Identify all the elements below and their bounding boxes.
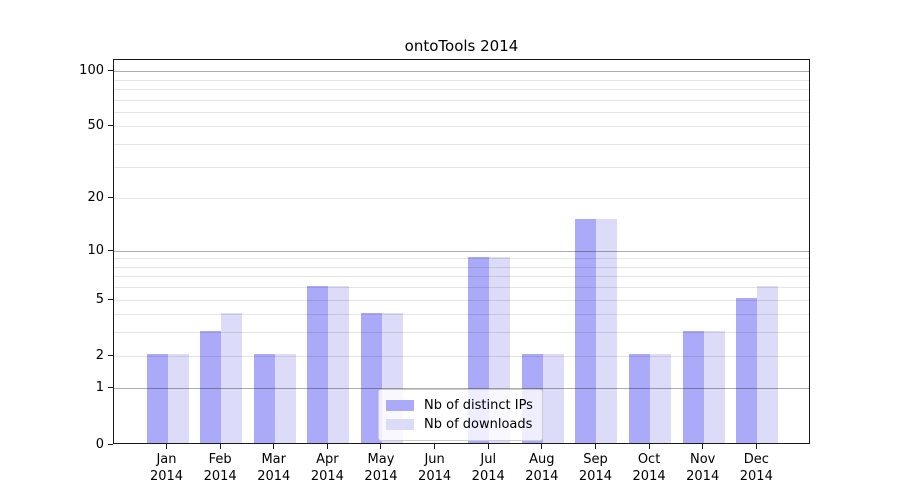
x-tick-mark: [541, 444, 543, 449]
bar-ips-apr: [307, 285, 329, 443]
bar-downloads-jan: [167, 354, 189, 443]
gridline-major: [114, 250, 809, 252]
x-tick-mark: [487, 444, 489, 449]
x-tick-label: May 2014: [364, 452, 398, 484]
legend-swatch-downloads: [386, 419, 414, 430]
x-tick-mark: [702, 444, 704, 449]
x-tick-label: Jun 2014: [418, 452, 452, 484]
bar-downloads-apr: [328, 285, 350, 443]
gridline-minor: [114, 99, 809, 101]
bar-downloads-feb: [221, 312, 243, 443]
legend-item-downloads: Nb of downloads: [386, 415, 533, 434]
gridline-minor: [114, 89, 809, 91]
legend-label: Nb of distinct IPs: [424, 398, 533, 413]
bar-ips-dec: [736, 298, 758, 443]
bar-ips-mar: [253, 354, 275, 443]
bar-ips-nov: [682, 330, 704, 443]
y-tick-label: 50: [87, 118, 104, 134]
gridline-minor: [114, 79, 809, 81]
gridline-minor: [114, 332, 809, 334]
y-tick-label: 20: [87, 190, 104, 206]
bar-ips-oct: [629, 354, 651, 443]
gridline-minor: [114, 355, 809, 357]
bar-ips-may: [360, 312, 382, 443]
bar-downloads-dec: [757, 285, 779, 443]
x-tick-label: Mar 2014: [257, 452, 291, 484]
x-tick-label: Feb 2014: [203, 452, 237, 484]
bar-downloads-nov: [703, 330, 725, 443]
y-tick-mark: [108, 197, 113, 199]
x-tick-mark: [755, 444, 757, 449]
x-tick-mark: [434, 444, 436, 449]
y-tick-label: 2: [95, 347, 104, 363]
bar-downloads-oct: [650, 354, 672, 443]
gridline-minor: [114, 198, 809, 200]
legend-item-distinct-ips: Nb of distinct IPs: [386, 396, 533, 415]
y-tick-label: 1: [95, 380, 104, 396]
y-tick-mark: [108, 70, 113, 72]
y-tick-mark: [108, 298, 113, 300]
gridline-minor: [114, 314, 809, 316]
chart-title: ontoTools 2014: [404, 37, 519, 55]
plot-area: [113, 59, 810, 444]
y-tick-label: 5: [95, 291, 104, 307]
y-tick-mark: [108, 354, 113, 356]
gridline-minor: [114, 111, 809, 113]
bar-ips-jan: [146, 354, 168, 443]
bar-downloads-mar: [274, 354, 296, 443]
y-tick-mark: [108, 387, 113, 389]
legend-label: Nb of downloads: [424, 417, 533, 432]
legend: Nb of distinct IPs Nb of downloads: [378, 389, 543, 441]
x-tick-mark: [326, 444, 328, 449]
y-tick-mark: [108, 249, 113, 251]
x-tick-label: Oct 2014: [632, 452, 666, 484]
y-tick-mark: [108, 125, 113, 127]
legend-swatch-distinct-ips: [386, 400, 414, 411]
y-tick-label: 10: [87, 242, 104, 258]
x-tick-label: Aug 2014: [525, 452, 559, 484]
gridline-minor: [114, 266, 809, 268]
gridline-major: [114, 388, 809, 390]
x-tick-mark: [219, 444, 221, 449]
gridline-minor: [114, 144, 809, 146]
bar-ips-feb: [200, 330, 222, 443]
gridline-minor: [114, 258, 809, 260]
y-tick-label: 100: [79, 63, 104, 79]
bar-downloads-sep: [596, 218, 618, 443]
x-tick-mark: [166, 444, 167, 449]
x-tick-label: Jan 2014: [149, 452, 184, 484]
x-tick-label: Jul 2014: [471, 452, 505, 484]
x-tick-label: Apr 2014: [310, 452, 344, 484]
gridline-major: [114, 71, 809, 73]
gridline-minor: [114, 166, 809, 168]
x-tick-label: Sep 2014: [578, 452, 612, 484]
gridline-minor: [114, 299, 809, 301]
x-tick-mark: [648, 444, 650, 449]
gridline-minor: [114, 276, 809, 278]
bar-downloads-aug: [542, 354, 564, 443]
x-tick-label: Nov 2014: [686, 452, 720, 484]
y-tick-mark: [108, 443, 113, 445]
x-tick-mark: [380, 444, 382, 449]
x-tick-mark: [594, 444, 596, 449]
bar-ips-sep: [575, 218, 597, 443]
y-tick-label: 0: [95, 436, 104, 452]
x-tick-mark: [273, 444, 275, 449]
x-tick-label: Dec 2014: [739, 452, 773, 484]
gridline-minor: [114, 126, 809, 128]
gridline-minor: [114, 287, 809, 289]
